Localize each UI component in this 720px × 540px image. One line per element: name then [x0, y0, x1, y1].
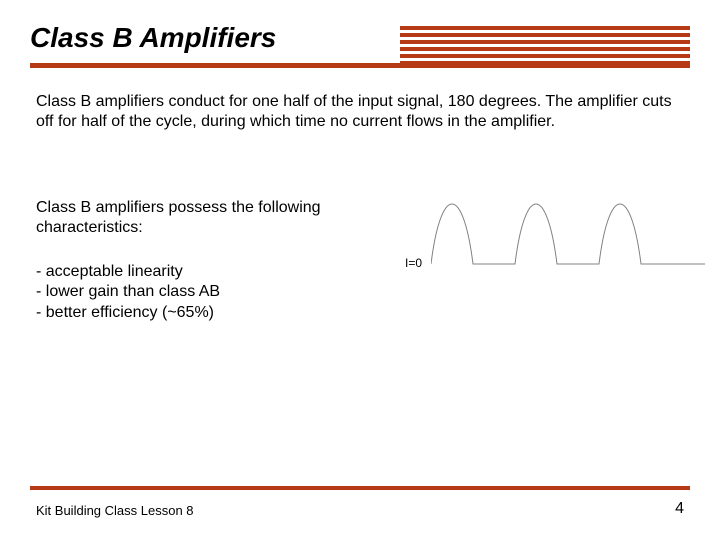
footer-rule [30, 486, 690, 490]
characteristics-heading: Class B amplifiers possess the following… [36, 198, 396, 239]
list-item: - better efficiency (~65%) [36, 303, 336, 323]
slide: Class B Amplifiers Class B amplifiers co… [0, 0, 720, 540]
stripe [400, 47, 690, 51]
stripe [400, 33, 690, 37]
waveform-svg [431, 198, 705, 288]
list-item: - lower gain than class AB [36, 282, 336, 302]
title-underline [30, 63, 690, 68]
stripe [400, 40, 690, 44]
page-number: 4 [675, 500, 684, 518]
stripe [400, 26, 690, 30]
title-stripes [400, 26, 690, 68]
list-item: - acceptable linearity [36, 262, 336, 282]
slide-title: Class B Amplifiers [30, 22, 276, 54]
waveform-axis-label: I=0 [405, 256, 422, 270]
intro-paragraph: Class B amplifiers conduct for one half … [36, 92, 676, 133]
waveform-path [431, 204, 705, 264]
footer-lesson-text: Kit Building Class Lesson 8 [36, 503, 194, 518]
characteristics-list: - acceptable linearity - lower gain than… [36, 262, 336, 323]
stripe [400, 54, 690, 58]
waveform-diagram: I=0 [405, 198, 705, 328]
